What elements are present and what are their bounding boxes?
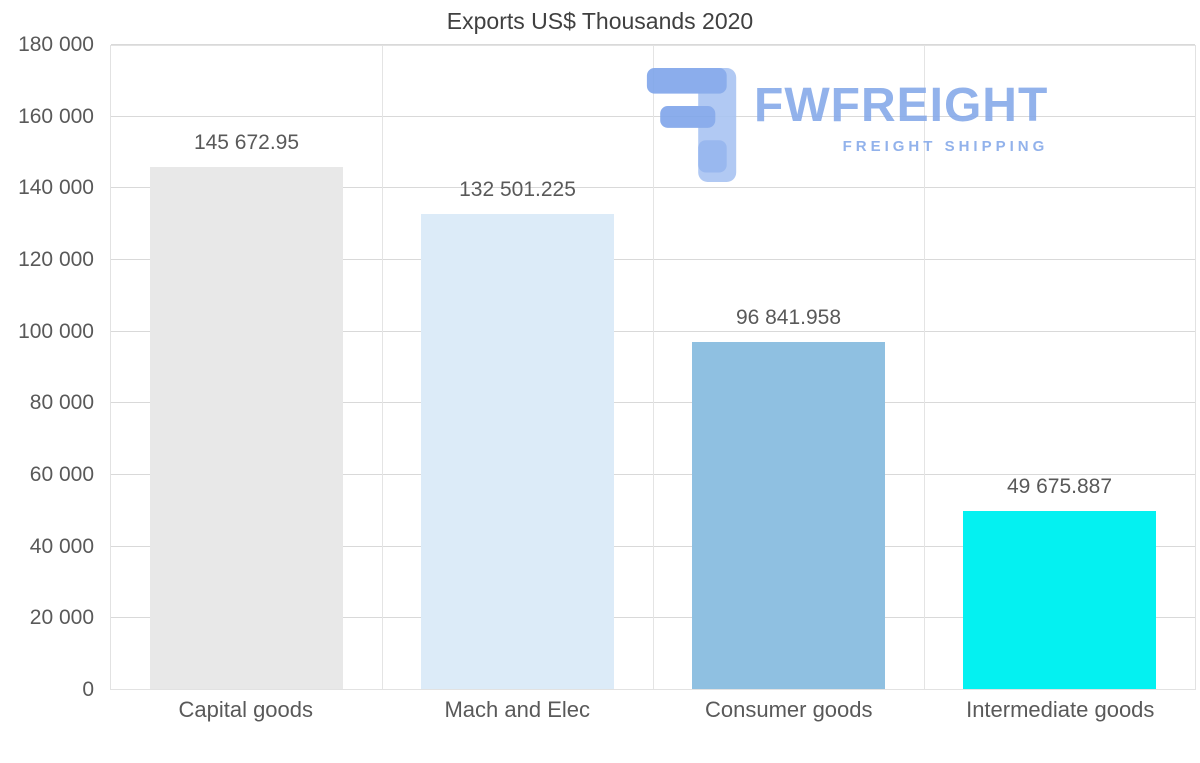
y-tick-label: 100 000 <box>18 319 94 343</box>
y-tick-label: 40 000 <box>29 534 94 558</box>
x-axis: Capital goods Mach and Elec Consumer goods… <box>110 697 1196 737</box>
y-tick-label: 0 <box>82 678 94 701</box>
y-axis: 0 20 000 40 000 60 000 80 000 100 000 120 000 1… <box>0 33 104 701</box>
bar-value-label: 49 675.887 <box>1006 475 1113 498</box>
y-tick-label: 80 000 <box>29 391 94 415</box>
gridline-horizontal <box>111 44 1195 45</box>
bar-consumer-goods <box>692 341 885 689</box>
bar-capital-goods <box>150 167 343 689</box>
y-tick-label: 180 000 <box>18 33 94 56</box>
chart-title: Exports US$ Thousands 2020 <box>446 8 754 34</box>
y-tick-label: 60 000 <box>29 463 94 486</box>
gridline-vertical <box>924 46 925 689</box>
y-tick-label: 160 000 <box>18 104 94 128</box>
bar-value-label: 145 672.95 <box>193 131 300 155</box>
bar-intermediate-goods <box>963 511 1156 689</box>
plot-area: 145 672.95 132 501.225 96 841.958 49 675.88… <box>110 44 1196 690</box>
x-axis-label: Consumer goods <box>704 697 873 722</box>
y-tick-label: 20 000 <box>29 606 94 630</box>
bar-slot: 96 841.958 <box>653 46 924 689</box>
x-axis-label: Intermediate goods <box>966 697 1155 722</box>
bar-slot: 145 672.95 <box>111 46 382 689</box>
y-tick-label: 140 000 <box>18 176 94 200</box>
gridline-vertical <box>653 46 654 689</box>
bar-slot: 49 675.887 <box>924 46 1195 689</box>
gridline-vertical <box>382 46 383 689</box>
bar-value-label: 96 841.958 <box>735 305 842 329</box>
y-tick-label: 120 000 <box>18 248 94 271</box>
x-axis-label: Mach and Elec <box>444 697 591 722</box>
bar-mach-and-elec <box>421 214 614 689</box>
bar-slot: 132 501.225 <box>382 46 653 689</box>
bar-value-label: 132 501.225 <box>459 178 576 202</box>
x-axis-label: Capital goods <box>178 697 314 722</box>
